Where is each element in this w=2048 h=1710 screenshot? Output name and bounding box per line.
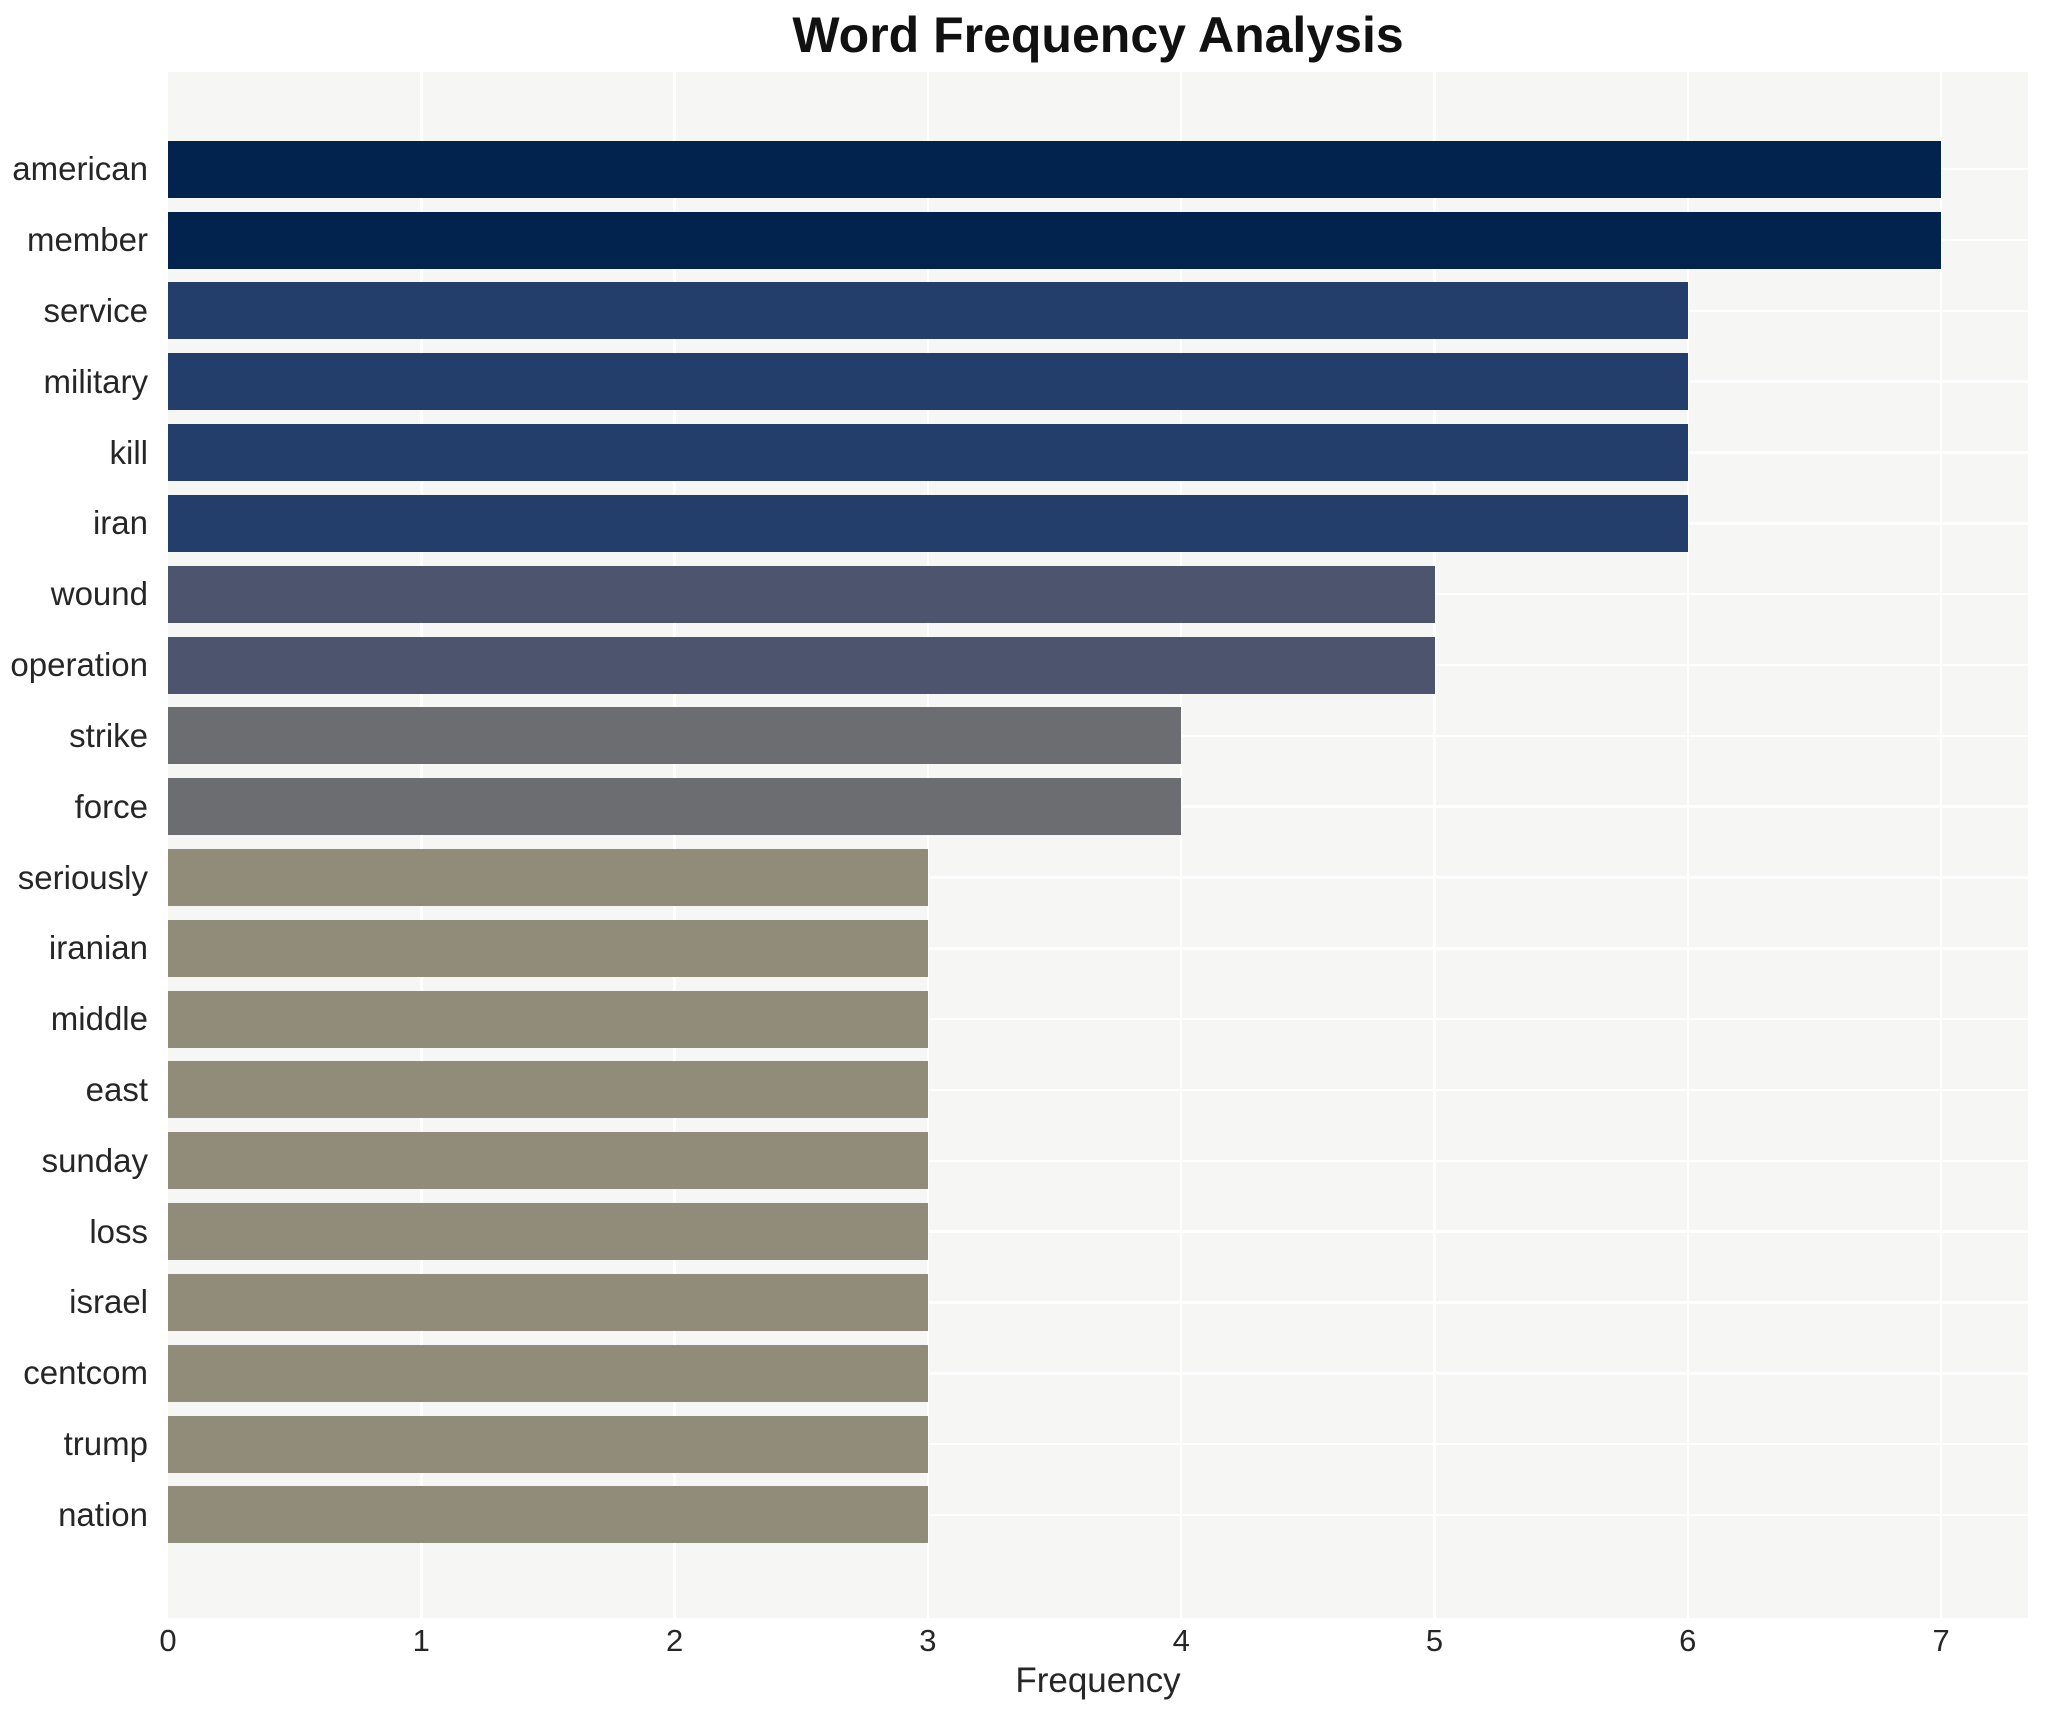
bar-service	[168, 282, 1688, 340]
y-axis-label-middle: middle	[50, 1000, 148, 1038]
x-axis-label: Frequency	[1015, 1661, 1181, 1700]
grid-line-horizontal	[168, 1513, 2028, 1517]
x-axis-tick-label-2: 2	[665, 1623, 684, 1658]
bar-middle	[168, 990, 928, 1048]
grid-line-vertical	[673, 72, 676, 1618]
grid-line-horizontal	[168, 876, 2028, 879]
grid-line-vertical	[926, 72, 930, 1618]
bar-iranian	[168, 919, 928, 977]
grid-line-horizontal	[168, 1159, 2028, 1163]
x-axis-tick-label-1: 1	[412, 1623, 430, 1658]
x-axis-tick-label-5: 5	[1425, 1623, 1444, 1658]
y-axis-label-wound: wound	[50, 575, 148, 613]
y-axis-label-military: military	[43, 362, 149, 400]
grid-line-horizontal	[168, 947, 2028, 950]
y-axis-label-force: force	[74, 787, 148, 825]
bar-strike	[168, 707, 1182, 765]
bar-seriously	[168, 849, 928, 906]
y-axis-label-american: american	[12, 150, 148, 188]
bar-loss	[168, 1203, 928, 1261]
y-axis-label-iran: iran	[92, 504, 148, 542]
y-axis-label-seriously: seriously	[17, 858, 148, 896]
bar-kill	[168, 424, 1688, 482]
bar-american	[168, 140, 1942, 198]
grid-line-horizontal	[168, 1230, 2028, 1233]
x-axis-tick-label-3: 3	[919, 1623, 937, 1658]
grid-line-horizontal	[168, 1017, 2028, 1021]
bar-east	[168, 1061, 928, 1119]
bar-iran	[168, 494, 1688, 552]
plot-area	[168, 72, 2028, 1618]
bar-trump	[168, 1415, 928, 1473]
bar-wound	[168, 565, 1435, 623]
y-axis-label-israel: israel	[69, 1283, 148, 1321]
grid-line-horizontal	[168, 1372, 2028, 1375]
bar-member	[168, 211, 1942, 269]
y-axis-label-strike: strike	[69, 716, 148, 754]
y-axis-label-operation: operation	[10, 646, 148, 683]
y-axis-label-east: east	[85, 1070, 148, 1108]
x-axis-tick-label-0: 0	[159, 1623, 177, 1658]
grid-line-vertical	[420, 72, 423, 1618]
bar-force	[168, 778, 1182, 836]
grid-line-vertical	[1179, 72, 1183, 1618]
y-axis-label-loss: loss	[89, 1212, 148, 1250]
bar-israel	[168, 1273, 928, 1331]
y-axis-label-trump: trump	[63, 1425, 148, 1463]
y-axis-label-kill: kill	[109, 433, 149, 471]
x-axis-tick-label-6: 6	[1679, 1623, 1697, 1658]
bar-military	[168, 353, 1688, 411]
grid-line-horizontal	[168, 1442, 2028, 1446]
grid-line-vertical	[1433, 72, 1436, 1618]
y-axis-label-sunday: sunday	[41, 1141, 148, 1179]
bar-sunday	[168, 1132, 928, 1190]
y-axis-label-nation: nation	[58, 1495, 148, 1533]
y-axis-label-centcom: centcom	[23, 1354, 148, 1392]
x-axis-tick-label-4: 4	[1172, 1623, 1190, 1658]
bar-nation	[168, 1486, 928, 1544]
y-axis-label-service: service	[43, 291, 148, 329]
grid-line-horizontal	[168, 1088, 2028, 1092]
y-axis-label-iranian: iranian	[48, 929, 148, 967]
x-axis-tick-label-7: 7	[1932, 1623, 1950, 1658]
chart-title: Word Frequency Analysis	[792, 7, 1404, 63]
bar-centcom	[168, 1344, 928, 1402]
bar-operation	[168, 636, 1435, 694]
grid-line-horizontal	[168, 1301, 2028, 1304]
grid-line-vertical	[1939, 72, 1943, 1618]
y-axis-label-member: member	[26, 221, 148, 259]
grid-line-vertical	[1686, 72, 1690, 1618]
